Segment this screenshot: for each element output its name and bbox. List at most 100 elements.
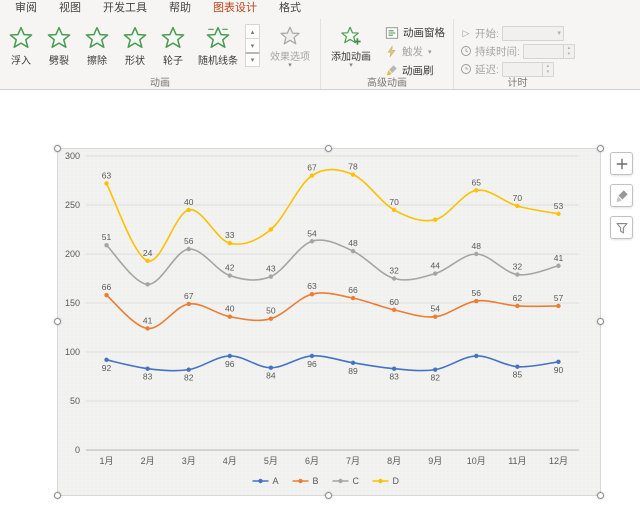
effect-label: 浮入 — [11, 56, 31, 67]
svg-text:2月: 2月 — [141, 456, 155, 466]
brush-icon — [387, 65, 397, 76]
svg-text:A: A — [273, 476, 279, 486]
svg-text:54: 54 — [430, 304, 440, 314]
ribbon: 浮入 劈裂 擦除 形状 轮子 随机线条 ▴ — [0, 19, 640, 90]
animation-effect-shape[interactable]: 形状 — [116, 21, 154, 68]
funnel-icon — [615, 222, 628, 234]
chart-styles-button[interactable] — [610, 184, 633, 207]
group-label-timing: 计时 — [507, 78, 528, 89]
svg-text:48: 48 — [472, 241, 482, 251]
tab-format[interactable]: 格式 — [279, 2, 301, 14]
star-plus-icon — [341, 26, 361, 45]
svg-text:57: 57 — [554, 293, 564, 303]
duration-label: 持续时间: — [475, 45, 520, 58]
start-select[interactable]: ▾ — [501, 25, 564, 41]
animation-effect-random-bars[interactable]: 随机线条 — [192, 21, 244, 68]
ribbon-tab-row: 审阅 视图 开发工具 帮助 图表设计 格式 — [0, 0, 640, 19]
effect-label: 轮子 — [163, 56, 183, 67]
svg-text:84: 84 — [266, 371, 276, 381]
slide-canvas[interactable]: 0 50 100 150 200 250 300 1月 2月 3月 4月 5月 6月 7月 8月 9月 10月 1… — [0, 90, 640, 515]
animation-pane-button[interactable]: 动画窗格 — [379, 23, 451, 42]
chart-filters-button[interactable] — [610, 216, 633, 239]
effect-options-button[interactable]: 效果选项 ▾ — [262, 21, 318, 70]
svg-text:0: 0 — [75, 445, 80, 455]
chevron-down-icon: ▾ — [557, 29, 561, 37]
animation-painter-label: 动画刷 — [402, 65, 434, 77]
animation-effect-wheel[interactable]: 轮子 — [154, 21, 192, 68]
plus-icon — [616, 158, 627, 169]
svg-text:67: 67 — [184, 291, 194, 301]
chevron-down-icon: ▾ — [288, 62, 292, 69]
svg-text:66: 66 — [102, 282, 112, 292]
svg-text:3月: 3月 — [182, 456, 196, 466]
chart-object[interactable]: 0 50 100 150 200 250 300 1月 2月 3月 4月 5月 6月 7月 8月 9月 10月 1… — [54, 145, 604, 499]
svg-text:66: 66 — [348, 285, 358, 295]
selection-handle-n[interactable] — [325, 145, 332, 152]
svg-text:92: 92 — [102, 363, 112, 373]
animation-painter-button[interactable]: 动画刷 — [379, 61, 451, 80]
selection-handle-s[interactable] — [325, 492, 332, 499]
gallery-more-icon[interactable]: ▾ — [245, 52, 260, 67]
gallery-scrollbar: ▴ ▾ ▾ — [245, 24, 260, 67]
spinner-icons[interactable]: ▴ ▾ — [562, 44, 574, 58]
svg-text:B: B — [313, 476, 319, 486]
svg-text:33: 33 — [225, 230, 235, 240]
tab-review[interactable]: 审阅 — [15, 2, 37, 14]
svg-text:100: 100 — [65, 347, 80, 357]
selection-handle-e[interactable] — [597, 318, 604, 325]
spinner-icons[interactable]: ▴ ▾ — [541, 62, 553, 76]
brush-icon — [615, 189, 628, 202]
gallery-scroll-up-icon[interactable]: ▴ — [245, 24, 260, 39]
svg-text:9月: 9月 — [428, 456, 442, 466]
delay-input[interactable]: ▴ ▾ — [501, 61, 554, 77]
svg-text:1月: 1月 — [100, 456, 114, 466]
tab-developer[interactable]: 开发工具 — [103, 2, 147, 14]
tab-help[interactable]: 帮助 — [169, 2, 191, 14]
svg-text:300: 300 — [65, 151, 80, 161]
effect-options-label: 效果选项 — [270, 52, 310, 63]
svg-text:51: 51 — [102, 232, 112, 242]
duration-input[interactable]: ▴ ▾ — [522, 43, 575, 59]
svg-text:82: 82 — [184, 373, 194, 383]
stacked-line-chart[interactable]: 0 50 100 150 200 250 300 1月 2月 3月 4月 5月 6月 7月 8月 9月 10月 1… — [58, 149, 602, 497]
effect-label: 形状 — [125, 56, 145, 67]
tab-chart-design[interactable]: 图表设计 — [213, 2, 257, 14]
animation-pane-icon — [385, 26, 399, 39]
selection-handle-ne[interactable] — [597, 145, 604, 152]
star-icon — [9, 26, 33, 48]
delay-label: 延迟: — [475, 63, 499, 76]
svg-text:83: 83 — [389, 372, 399, 382]
svg-text:89: 89 — [348, 366, 358, 376]
duration-clock-icon — [461, 46, 471, 56]
svg-text:48: 48 — [348, 238, 358, 248]
effect-label: 劈裂 — [49, 56, 69, 67]
tab-view[interactable]: 视图 — [59, 2, 81, 14]
animation-pane-label: 动画窗格 — [403, 27, 445, 39]
svg-text:70: 70 — [389, 197, 399, 207]
animation-effect-wipe[interactable]: 擦除 — [78, 21, 116, 68]
svg-text:41: 41 — [143, 315, 153, 325]
svg-text:250: 250 — [65, 200, 80, 210]
selection-handle-w[interactable] — [54, 318, 61, 325]
selection-handle-se[interactable] — [597, 492, 604, 499]
start-label: 开始: — [475, 27, 499, 40]
chart-elements-button[interactable] — [610, 152, 633, 175]
gallery-scroll-down-icon[interactable]: ▾ — [245, 38, 260, 53]
group-timing: ▷ 开始: ▾ 持续时间: ▴ ▾ 延 — [454, 19, 581, 89]
effect-label: 随机线条 — [198, 56, 238, 67]
add-animation-button[interactable]: 添加动画 ▾ — [323, 21, 379, 70]
timing-controls: ▷ 开始: ▾ 持续时间: ▴ ▾ 延 — [456, 24, 579, 78]
selection-handle-sw[interactable] — [54, 492, 61, 499]
svg-text:42: 42 — [225, 263, 235, 273]
animation-effect-split[interactable]: 劈裂 — [40, 21, 78, 68]
group-label-animation: 动画 — [150, 78, 170, 89]
star-icon — [206, 26, 230, 48]
svg-text:96: 96 — [225, 359, 235, 369]
selection-handle-nw[interactable] — [54, 145, 61, 152]
svg-text:56: 56 — [472, 288, 482, 298]
animation-effect-float-in[interactable]: 浮入 — [2, 21, 40, 68]
svg-text:32: 32 — [389, 266, 399, 276]
svg-text:40: 40 — [225, 304, 235, 314]
trigger-button[interactable]: 触发 ▾ — [379, 42, 451, 61]
svg-text:12月: 12月 — [549, 456, 568, 466]
